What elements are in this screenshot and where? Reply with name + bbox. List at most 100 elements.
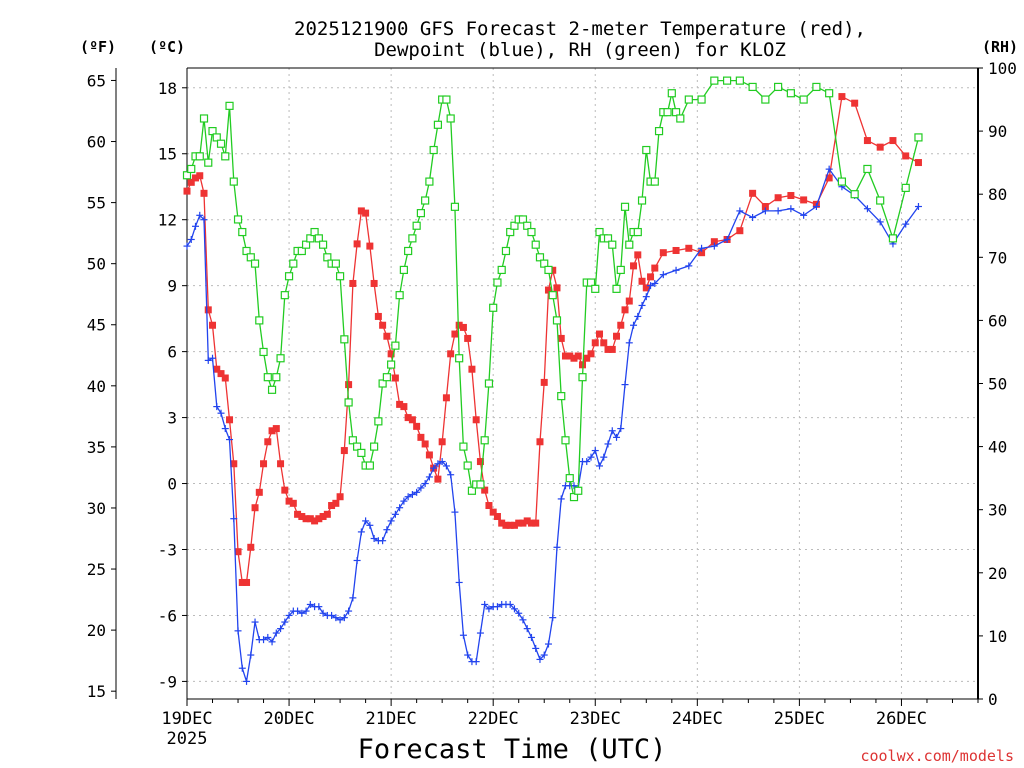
dewpoint-point bbox=[464, 651, 472, 659]
rh-point bbox=[399, 265, 408, 275]
rh-point bbox=[616, 265, 625, 275]
temperature-point bbox=[413, 422, 421, 430]
rh-point bbox=[633, 227, 642, 237]
x-axis-title: Forecast Time (UTC) bbox=[358, 734, 667, 765]
rh-point bbox=[544, 265, 553, 275]
dewpoint-point bbox=[506, 600, 514, 608]
temperature-point bbox=[800, 196, 808, 204]
dewpoint-point bbox=[647, 282, 655, 290]
rh-point bbox=[608, 240, 617, 249]
celsius-tick-label: 15 bbox=[158, 145, 177, 164]
temperature-point bbox=[434, 475, 442, 483]
dewpoint-point bbox=[902, 220, 910, 228]
temperature-point bbox=[345, 381, 353, 389]
dewpoint-point bbox=[238, 664, 246, 672]
dewpoint-point bbox=[812, 203, 820, 211]
rh-point bbox=[314, 234, 323, 243]
dewpoint-point bbox=[430, 464, 438, 472]
dewpoint-point bbox=[285, 611, 293, 619]
rh-point bbox=[527, 227, 536, 237]
temperature-point bbox=[596, 330, 604, 338]
dewpoint-point bbox=[481, 600, 489, 608]
dewpoint-point bbox=[319, 609, 327, 617]
temperature-point bbox=[187, 178, 195, 186]
rh-point bbox=[250, 259, 260, 268]
dewpoint-point bbox=[243, 677, 251, 685]
dewpoint-point bbox=[455, 578, 463, 586]
fahrenheit-tick-label: 60 bbox=[87, 133, 106, 152]
rh-point bbox=[208, 126, 217, 136]
temperature-point bbox=[396, 400, 404, 408]
temperature-point bbox=[298, 513, 306, 521]
rh-point bbox=[557, 392, 566, 401]
unit-label-celsius: (ºC) bbox=[149, 38, 185, 56]
dewpoint-point bbox=[557, 495, 565, 503]
temperature-point bbox=[281, 486, 289, 494]
dewpoint-point bbox=[485, 605, 493, 613]
dewpoint-point bbox=[914, 203, 922, 211]
rh-point bbox=[238, 227, 247, 237]
dewpoint-point bbox=[536, 655, 544, 663]
rh-point bbox=[233, 215, 243, 224]
dewpoint-point bbox=[340, 614, 348, 622]
dewpoint-point bbox=[800, 211, 808, 219]
dewpoint-point bbox=[391, 510, 399, 518]
rh-tick-label: 70 bbox=[988, 248, 1007, 267]
dewpoint-point bbox=[209, 354, 217, 362]
rh-point bbox=[187, 164, 196, 174]
dewpoint-point bbox=[328, 611, 336, 619]
rh-point bbox=[408, 234, 417, 243]
temperature-point bbox=[493, 513, 501, 521]
dewpoint-point bbox=[736, 207, 744, 215]
dewpoint-point bbox=[379, 537, 387, 545]
rh-point bbox=[357, 448, 366, 458]
rh-point bbox=[259, 347, 268, 357]
rh-point bbox=[204, 158, 213, 167]
rh-point bbox=[710, 76, 719, 85]
temperature-point bbox=[591, 339, 599, 347]
rh-tick-label: 60 bbox=[988, 311, 1007, 330]
dewpoint-point bbox=[298, 609, 306, 617]
dewpoint-point bbox=[510, 605, 518, 613]
rh-point bbox=[812, 82, 821, 92]
dewpoint-point bbox=[183, 242, 191, 250]
temperature-point bbox=[489, 508, 497, 516]
rh-point bbox=[480, 436, 489, 445]
temperature-point bbox=[583, 354, 591, 362]
dewpoint-point bbox=[642, 293, 650, 301]
dewpoint-point bbox=[544, 640, 552, 648]
rh-point bbox=[344, 398, 353, 407]
temperature-point bbox=[685, 244, 693, 252]
temperature-point bbox=[527, 519, 535, 527]
fahrenheit-tick-label: 55 bbox=[87, 194, 106, 213]
rh-point bbox=[433, 120, 443, 129]
temperature-point bbox=[536, 438, 544, 446]
temperature-point bbox=[383, 332, 391, 340]
rh-point bbox=[697, 95, 706, 104]
temperature-point bbox=[621, 306, 629, 314]
temperature-point bbox=[328, 502, 336, 510]
rh-point bbox=[212, 133, 221, 142]
dewpoint-point bbox=[226, 436, 234, 444]
temperature-point bbox=[192, 174, 200, 182]
dewpoint-point bbox=[527, 633, 535, 641]
dewpoint-point bbox=[366, 521, 374, 529]
axes: 15 20 25 30 35 40 45 50 55 60 65 -9 -6 -3 0 3 6 9 12 15 18 0 1… bbox=[87, 59, 1017, 729]
temperature-point bbox=[672, 246, 680, 254]
temperature-point bbox=[634, 251, 642, 259]
rh-point bbox=[429, 145, 438, 155]
temperature-point bbox=[230, 460, 238, 468]
temperature-point bbox=[387, 350, 395, 358]
dewpoint-point bbox=[447, 471, 455, 479]
rh-point bbox=[442, 95, 451, 104]
rh-point bbox=[595, 227, 604, 237]
rh-point bbox=[225, 101, 234, 110]
rh-point bbox=[301, 240, 311, 249]
rh-point bbox=[518, 215, 528, 224]
dewpoint-point bbox=[425, 473, 433, 481]
dewpoint-point bbox=[349, 594, 357, 602]
temperature-point bbox=[876, 143, 884, 151]
temperature-point bbox=[851, 99, 859, 107]
rh-tick-label: 0 bbox=[988, 690, 998, 709]
rh-point bbox=[467, 486, 477, 495]
